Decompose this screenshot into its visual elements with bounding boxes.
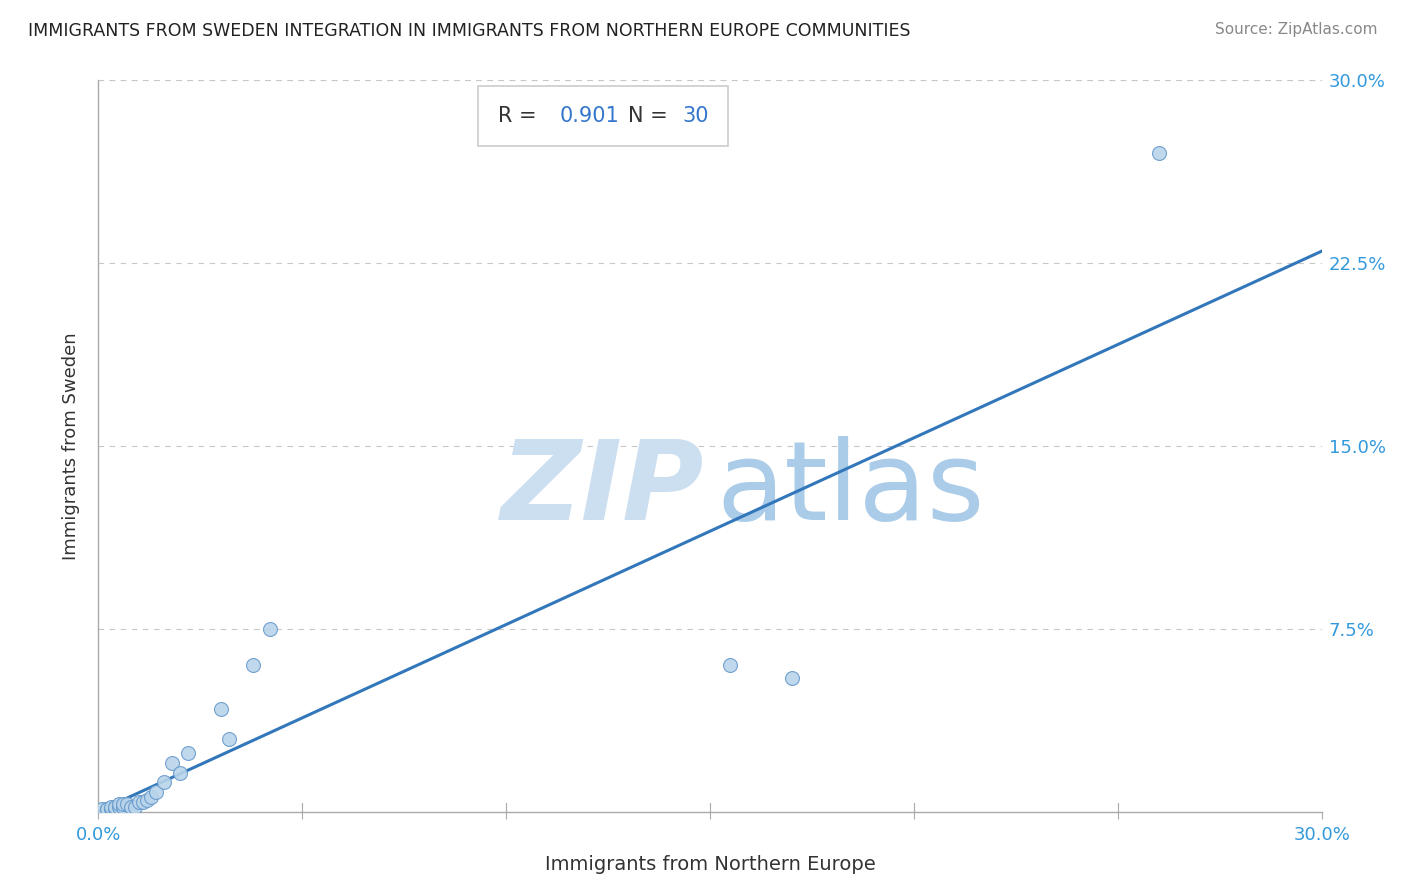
Text: N =: N = bbox=[628, 106, 675, 126]
Point bbox=[209, 702, 232, 716]
Point bbox=[115, 797, 138, 812]
FancyBboxPatch shape bbox=[478, 87, 728, 146]
Point bbox=[108, 797, 131, 812]
Point bbox=[100, 800, 122, 814]
Point bbox=[218, 731, 240, 746]
Point bbox=[104, 802, 127, 816]
Point bbox=[141, 790, 163, 805]
Point bbox=[1147, 146, 1170, 161]
Point bbox=[169, 765, 191, 780]
Point bbox=[152, 775, 174, 789]
Point bbox=[145, 785, 167, 799]
X-axis label: Immigrants from Northern Europe: Immigrants from Northern Europe bbox=[544, 855, 876, 874]
Y-axis label: Immigrants from Sweden: Immigrants from Sweden bbox=[62, 332, 80, 560]
Text: Source: ZipAtlas.com: Source: ZipAtlas.com bbox=[1215, 22, 1378, 37]
Point bbox=[104, 800, 127, 814]
Point bbox=[177, 746, 200, 760]
Point bbox=[91, 802, 114, 816]
Point bbox=[136, 792, 159, 806]
Point bbox=[96, 802, 118, 816]
Point bbox=[780, 671, 803, 685]
Text: R =: R = bbox=[498, 106, 544, 126]
Text: IMMIGRANTS FROM SWEDEN INTEGRATION IN IMMIGRANTS FROM NORTHERN EUROPE COMMUNITIE: IMMIGRANTS FROM SWEDEN INTEGRATION IN IM… bbox=[28, 22, 911, 40]
Point bbox=[259, 622, 281, 636]
Point bbox=[111, 800, 134, 814]
Point bbox=[128, 795, 150, 809]
Point bbox=[120, 800, 142, 814]
Point bbox=[720, 658, 742, 673]
Point bbox=[242, 658, 264, 673]
Point bbox=[108, 800, 131, 814]
Text: 30: 30 bbox=[682, 106, 709, 126]
Point bbox=[160, 756, 183, 770]
Text: 0.901: 0.901 bbox=[560, 106, 619, 126]
Point bbox=[96, 802, 118, 816]
Point bbox=[111, 797, 134, 812]
Point bbox=[124, 800, 146, 814]
Text: ZIP: ZIP bbox=[501, 436, 704, 543]
Point bbox=[100, 802, 122, 816]
Text: atlas: atlas bbox=[716, 436, 984, 543]
Point bbox=[132, 795, 155, 809]
